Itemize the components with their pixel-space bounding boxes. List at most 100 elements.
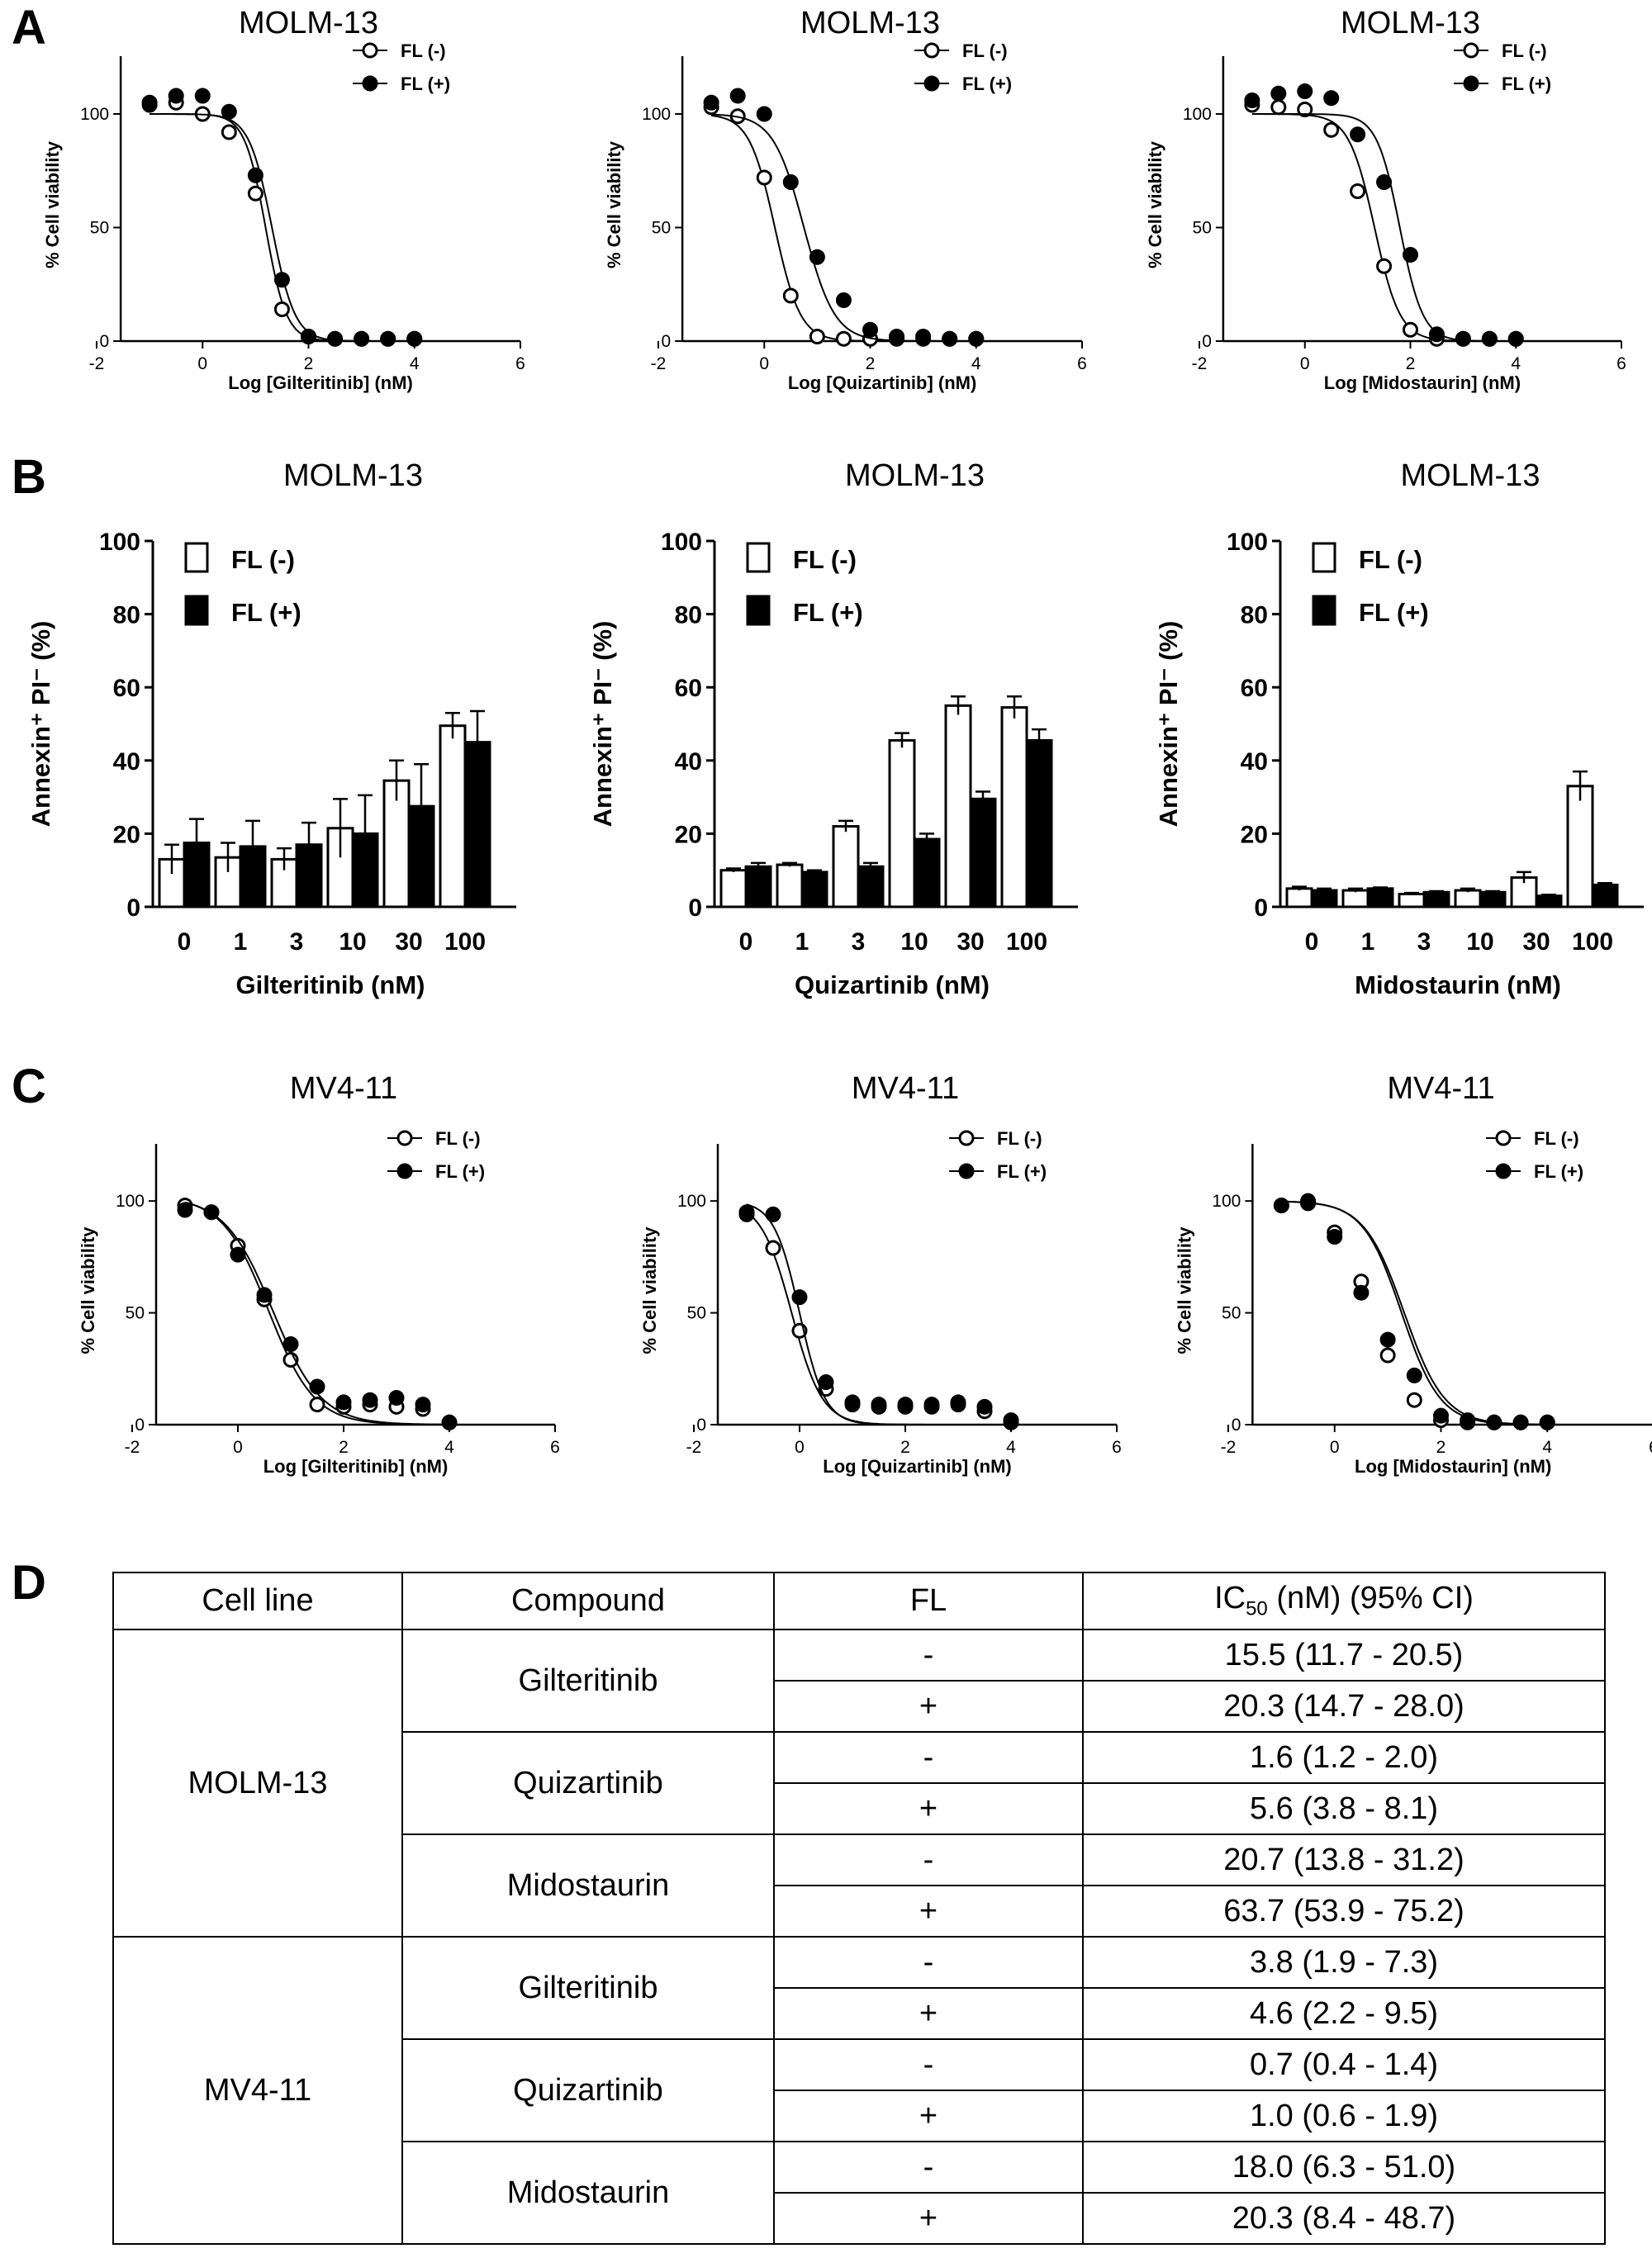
x-tick-label: -2 xyxy=(89,354,105,373)
data-point-fl-plus xyxy=(1300,1193,1317,1209)
data-point-fl-minus xyxy=(247,185,263,202)
y-tick-label: 100 xyxy=(661,529,702,556)
legend-swatch xyxy=(184,542,209,573)
bar-fl-minus xyxy=(888,738,916,908)
x-tick-label: 0 xyxy=(197,354,207,373)
x-tick-label: -2 xyxy=(125,1438,140,1457)
x-tick-label: 10 xyxy=(900,928,928,956)
bar-fl-minus xyxy=(1341,889,1370,908)
fit-curve-fl-plus xyxy=(711,113,976,342)
x-axis-label: Log [Gilteritinib] (nM) xyxy=(263,1456,449,1477)
y-tick-label: 80 xyxy=(113,602,140,629)
legend-label: FL (+) xyxy=(1534,1161,1583,1182)
y-tick-label: 80 xyxy=(675,602,702,629)
data-point-fl-plus xyxy=(1507,330,1524,347)
y-tick-label: 100 xyxy=(116,1192,145,1211)
data-point-fl-minus xyxy=(1406,1392,1422,1408)
y-tick-label: 60 xyxy=(1241,675,1268,702)
table-row: Quizartinib -0.7 (0.4 - 1.4) xyxy=(113,2038,1606,2142)
ic50-cell: 5.6 (3.8 - 8.1) xyxy=(1082,1782,1606,1835)
panel-label-a: A xyxy=(12,1,46,55)
data-point-fl-plus xyxy=(765,1206,781,1222)
fit-curve-fl-plus xyxy=(746,1203,1011,1425)
legend-marker xyxy=(1495,1163,1512,1179)
data-point-fl-plus xyxy=(923,1397,940,1413)
data-point-fl-plus xyxy=(1455,330,1471,347)
bar-fl-minus xyxy=(1398,892,1426,908)
table-row: +5.6 (3.8 - 8.1) xyxy=(113,1782,1606,1835)
legend-swatch xyxy=(1312,542,1336,573)
chart-title: MOLM-13 xyxy=(1401,458,1540,493)
data-point-fl-plus xyxy=(247,167,263,183)
y-tick-label: 0 xyxy=(696,1416,706,1435)
fl-cell: - xyxy=(773,1731,1084,1784)
ic50-cell: 63.7 (53.9 - 75.2) xyxy=(1082,1885,1606,1938)
bar-fl-minus xyxy=(1454,889,1482,908)
legend-label: FL (+) xyxy=(997,1161,1047,1182)
y-axis-label: Annexin⁺ PI⁻ (%) xyxy=(26,621,55,828)
data-point-fl-plus xyxy=(362,1392,378,1408)
x-axis-label: Log [Quizartinib] (nM) xyxy=(788,372,977,393)
legend-label: FL (-) xyxy=(435,1128,481,1149)
data-point-fl-plus xyxy=(309,1378,325,1395)
legend-marker xyxy=(1463,75,1479,92)
data-point-fl-plus xyxy=(230,1246,246,1263)
data-point-fl-minus xyxy=(1350,183,1366,199)
x-tick-label: 4 xyxy=(1511,354,1521,373)
data-point-fl-plus xyxy=(782,174,799,190)
y-tick-label: 0 xyxy=(688,894,702,922)
data-point-fl-plus xyxy=(1350,126,1366,143)
bar-fl-plus xyxy=(969,797,997,908)
viability-chart-molm13-gilteritinib: MOLM-13 0 50 100 -2 0 2 4 6 Log [Gilteritinib] (n… xyxy=(42,6,525,393)
y-axis-label: Annexin⁺ PI⁻ (%) xyxy=(588,621,617,828)
data-point-fl-plus xyxy=(1403,247,1418,263)
bar-fl-plus xyxy=(1310,889,1338,908)
legend-marker xyxy=(923,42,940,59)
chart-title: MV4-11 xyxy=(1387,1071,1494,1106)
data-point-fl-plus xyxy=(415,1397,431,1413)
table-row: +4.6 (2.2 - 9.5) xyxy=(113,1987,1606,2040)
legend-label: FL (+) xyxy=(401,74,450,94)
x-tick-label: 6 xyxy=(515,354,525,373)
data-point-fl-plus xyxy=(809,249,825,265)
fl-cell: - xyxy=(773,1936,1084,1989)
fl-cell: - xyxy=(773,1833,1084,1886)
data-point-fl-plus xyxy=(406,330,423,347)
fit-curve-fl-minus xyxy=(1281,1200,1548,1425)
fl-cell: + xyxy=(773,1885,1084,1938)
y-tick-label: 20 xyxy=(113,821,140,848)
x-tick-label: 100 xyxy=(444,928,486,956)
legend-marker xyxy=(396,1163,413,1179)
compound-cell: Quizartinib xyxy=(401,2038,775,2142)
data-point-fl-minus xyxy=(782,287,799,304)
legend-marker xyxy=(362,75,378,92)
x-tick-label: 4 xyxy=(971,354,981,373)
chart-title: MOLM-13 xyxy=(800,6,940,40)
ic50-cell: 0.7 (0.4 - 1.4) xyxy=(1082,2038,1606,2091)
data-point-fl-minus xyxy=(835,330,852,347)
x-tick-label: 0 xyxy=(1330,1438,1340,1457)
x-tick-label: 2 xyxy=(1406,354,1416,373)
y-tick-label: 100 xyxy=(642,105,671,124)
y-tick-label: 50 xyxy=(90,219,109,238)
data-point-fl-plus xyxy=(1512,1414,1529,1430)
x-tick-label: 0 xyxy=(795,1438,805,1457)
y-tick-label: 0 xyxy=(1202,332,1212,351)
x-tick-label: 30 xyxy=(1522,928,1550,956)
legend-label: FL (-) xyxy=(401,40,446,61)
legend-label: FL (+) xyxy=(1359,598,1429,627)
data-point-fl-plus xyxy=(141,94,158,111)
x-tick-label: 2 xyxy=(1436,1438,1446,1457)
legend-swatch xyxy=(746,595,771,626)
y-axis-label: % Cell viability xyxy=(639,1226,660,1354)
data-point-fl-plus xyxy=(862,321,878,338)
panel-label-b: B xyxy=(12,450,46,504)
fl-cell: + xyxy=(773,2090,1084,2142)
x-tick-label: 0 xyxy=(739,928,753,956)
data-point-fl-plus xyxy=(942,330,958,347)
header-ic50-subscript: 50 xyxy=(1246,1597,1268,1620)
chart-title: MV4-11 xyxy=(852,1071,959,1106)
table-row: Midostaurin -20.7 (13.8 - 31.2) xyxy=(113,1833,1606,1938)
x-tick-label: 3 xyxy=(290,928,304,956)
x-tick-label: 3 xyxy=(1417,928,1431,956)
